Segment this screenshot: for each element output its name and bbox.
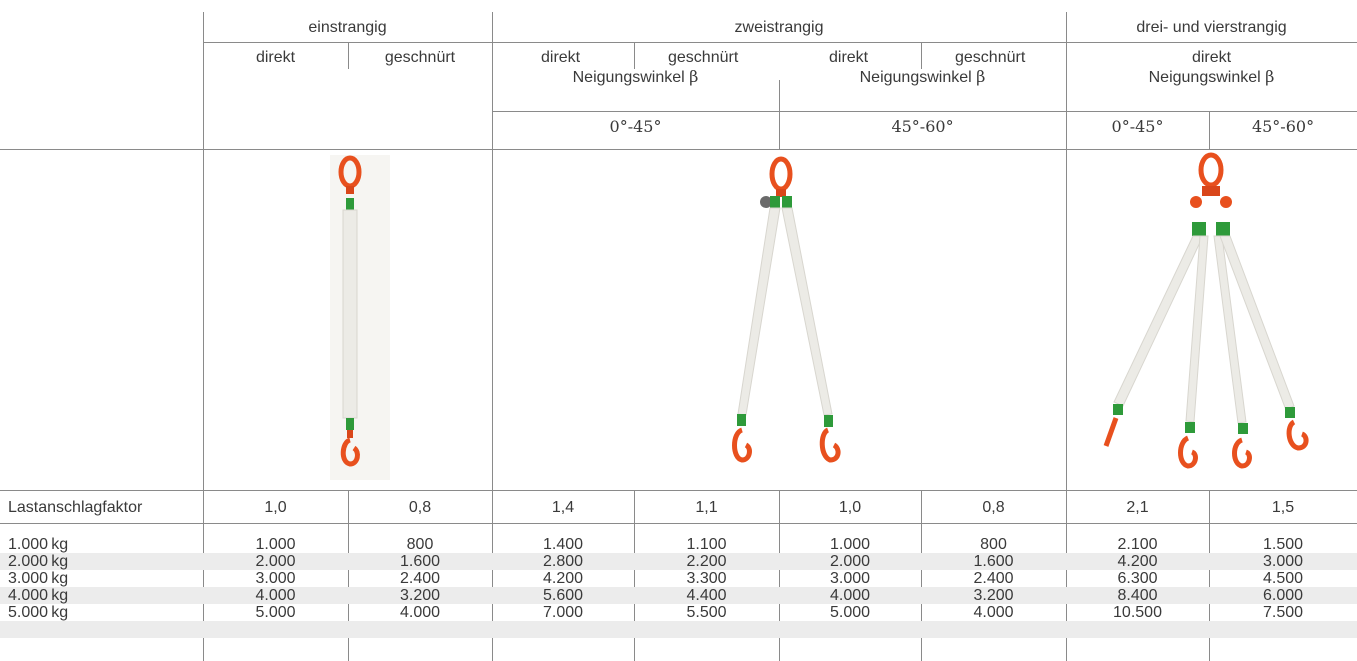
table-cell: 1.500 <box>1262 536 1304 553</box>
row-label-load: 2.000 kg <box>8 553 69 570</box>
table-cell: 3.000 <box>1262 553 1304 570</box>
factor-value: 1,5 <box>1271 499 1295 516</box>
factor-bottom-rule <box>0 523 1357 524</box>
table-cell: 1.100 <box>686 536 727 553</box>
factor-value: 1,4 <box>551 499 575 516</box>
header-bottom-rule <box>0 149 1357 150</box>
table-cell: 800 <box>980 536 1007 553</box>
subcol-divider <box>348 43 349 69</box>
neigungswinkel-label: Neigungswinkel β <box>572 67 699 86</box>
subheader-direkt: direkt <box>829 49 869 66</box>
table-cell: 3.200 <box>399 587 441 604</box>
table-cell: 1.600 <box>399 553 441 570</box>
subheader-direkt: direkt <box>255 49 296 66</box>
subcol-divider <box>348 490 349 661</box>
group-header-zweistrangig: zweistrangig <box>734 19 824 36</box>
subcol-divider <box>634 490 635 661</box>
angle-range-0-45: 0°-45° <box>609 117 662 136</box>
four-leg-sling-image <box>1103 152 1309 469</box>
col-divider-main-1 <box>203 12 204 661</box>
subheader-geschnuert: geschnürt <box>668 49 739 66</box>
two-leg-sling-image <box>732 156 841 463</box>
subcol-divider <box>634 43 635 69</box>
factor-value: 0,8 <box>408 499 432 516</box>
subheader-direkt: direkt <box>541 49 581 66</box>
table-cell: 2.800 <box>542 553 584 570</box>
neigungswinkel-label: Neigungswinkel β <box>859 67 986 86</box>
table-cell: 800 <box>406 536 434 553</box>
factor-value: 1,1 <box>695 499 718 516</box>
row-stripe <box>0 587 1357 604</box>
subheader-geschnuert: geschnürt <box>955 49 1026 66</box>
table-cell: 2.400 <box>973 570 1014 587</box>
factor-value: 0,8 <box>982 499 1005 516</box>
neigungswinkel-label: Neigungswinkel β <box>1148 67 1275 86</box>
subheader-geschnuert: geschnürt <box>384 49 456 66</box>
table-cell: 4.000 <box>255 587 296 604</box>
single-leg-sling-image <box>330 155 390 480</box>
table-cell: 2.200 <box>686 553 727 570</box>
table-cell: 3.300 <box>686 570 727 587</box>
table-cell: 3.000 <box>255 570 296 587</box>
table-cell: 4.200 <box>542 570 584 587</box>
factor-value: 2,1 <box>1126 499 1149 516</box>
table-cell: 4.200 <box>1117 553 1158 570</box>
table-cell: 4.000 <box>973 604 1014 621</box>
col-divider-main-2 <box>492 12 493 661</box>
angle-range-45-60: 45°-60° <box>891 117 954 136</box>
image-bottom-rule <box>0 490 1357 491</box>
row-stripe <box>0 621 1357 638</box>
header-underline <box>203 42 1357 43</box>
table-cell: 1.000 <box>829 536 871 553</box>
col-divider-mid <box>779 80 780 149</box>
factor-row-label: Lastanschlagfaktor <box>8 499 143 516</box>
group-header-drei-vier: drei- und vierstrangig <box>1136 19 1287 36</box>
table-cell: 6.300 <box>1117 570 1158 587</box>
table-cell: 4.000 <box>399 604 441 621</box>
row-label-load: 4.000 kg <box>8 587 69 604</box>
table-cell: 7.500 <box>1262 604 1304 621</box>
table-cell: 2.100 <box>1117 536 1158 553</box>
range-underline <box>492 111 1357 112</box>
row-label-load: 5.000 kg <box>8 604 69 621</box>
group-header-einstrangig: einstrangig <box>308 19 387 36</box>
col-divider-main-3 <box>1066 12 1067 661</box>
angle-range-0-45: 0°-45° <box>1111 117 1164 136</box>
table-cell: 4.400 <box>686 587 727 604</box>
table-cell: 1.600 <box>973 553 1014 570</box>
table-cell: 8.400 <box>1117 587 1158 604</box>
subcol-divider <box>921 43 922 69</box>
table-cell: 3.200 <box>973 587 1014 604</box>
table-cell: 5.000 <box>255 604 296 621</box>
table-cell: 4.500 <box>1262 570 1304 587</box>
row-label-load: 1.000 kg <box>8 536 69 553</box>
angle-range-45-60: 45°-60° <box>1251 117 1315 136</box>
table-cell: 6.000 <box>1262 587 1304 604</box>
col-divider-mid-lower <box>779 490 780 661</box>
row-label-load: 3.000 kg <box>8 570 69 587</box>
subcol-divider <box>1209 490 1210 661</box>
table-cell: 1.000 <box>255 536 296 553</box>
table-cell: 10.500 <box>1113 604 1162 621</box>
subheader-direkt: direkt <box>1191 49 1232 66</box>
table-cell: 2.000 <box>829 553 871 570</box>
table-cell: 2.000 <box>255 553 296 570</box>
factor-value: 1,0 <box>264 499 287 516</box>
table-cell: 2.400 <box>399 570 441 587</box>
table-cell: 1.400 <box>542 536 584 553</box>
table-cell: 5.500 <box>686 604 727 621</box>
table-cell: 5.000 <box>829 604 871 621</box>
table-cell: 4.000 <box>829 587 871 604</box>
table-cell: 7.000 <box>542 604 584 621</box>
table-cell: 5.600 <box>542 587 584 604</box>
subcol-divider <box>1209 112 1210 149</box>
table-cell: 3.000 <box>829 570 871 587</box>
subcol-divider <box>921 490 922 661</box>
factor-value: 1,0 <box>838 499 862 516</box>
row-stripe <box>0 553 1357 570</box>
